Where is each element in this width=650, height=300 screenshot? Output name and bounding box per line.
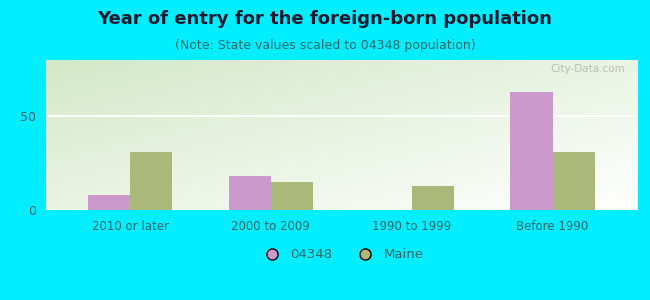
Bar (271, 182, 313, 210)
Legend: 04348, Maine: 04348, Maine (254, 243, 429, 266)
Text: City-Data.com: City-Data.com (551, 64, 625, 74)
Bar (88, 195, 130, 210)
Bar (130, 152, 172, 210)
Bar (552, 152, 595, 210)
Text: (Note: State values scaled to 04348 population): (Note: State values scaled to 04348 popu… (175, 39, 475, 52)
Bar (229, 176, 271, 210)
Bar (510, 92, 552, 210)
Text: Year of entry for the foreign-born population: Year of entry for the foreign-born popul… (98, 11, 552, 28)
Bar (411, 186, 454, 210)
